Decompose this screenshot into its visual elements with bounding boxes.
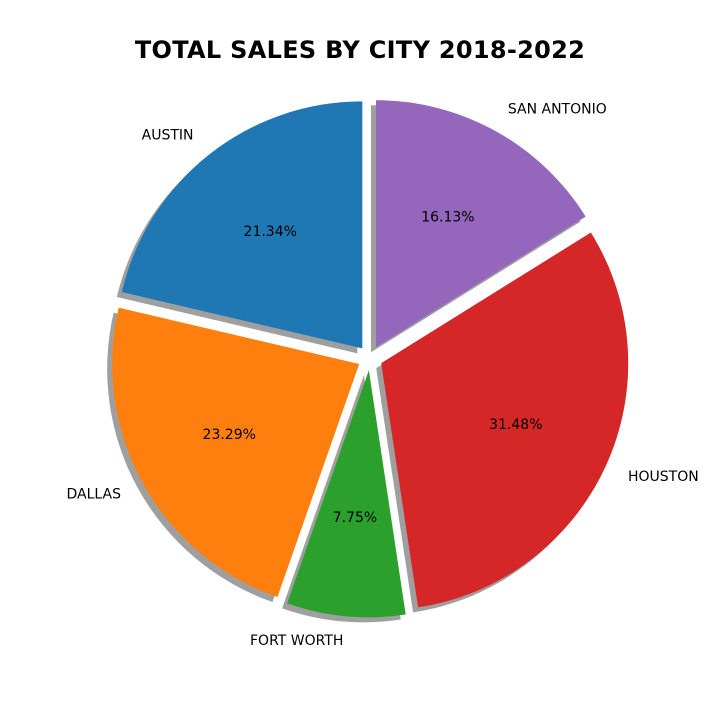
pie-labels: AUSTIN 21.34% DALLAS 23.29% FORT WORTH 7.75% H… xyxy=(66,102,698,649)
chart-title: TOTAL SALES BY CITY 2018-2022 xyxy=(134,36,586,64)
slice-percent-dallas: 23.29% xyxy=(203,427,256,443)
slice-label-houston: HOUSTON xyxy=(628,469,699,485)
pie-slice-san-antonio xyxy=(375,100,586,348)
slice-percent-houston: 31.48% xyxy=(489,417,542,433)
slice-label-austin: AUSTIN xyxy=(142,127,194,143)
slice-percent-austin: 21.34% xyxy=(244,224,297,240)
pie-slice-austin xyxy=(121,101,363,349)
slice-label-fort-worth: FORT WORTH xyxy=(250,633,343,649)
slice-label-san-antonio: SAN ANTONIO xyxy=(508,102,607,118)
pie-slice-houston xyxy=(381,232,629,608)
slice-percent-fort-worth: 7.75% xyxy=(333,510,377,526)
pie-wedges xyxy=(112,100,629,618)
slice-label-dallas: DALLAS xyxy=(66,487,121,503)
pie-slice-fort-worth xyxy=(287,370,406,618)
pie-slice-dallas xyxy=(112,307,360,598)
slice-percent-san-antonio: 16.13% xyxy=(421,210,474,226)
